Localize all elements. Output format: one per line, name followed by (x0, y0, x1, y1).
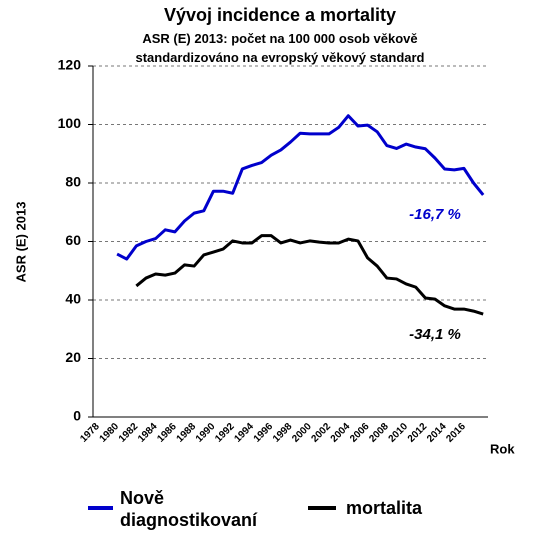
series-line (116, 114, 485, 261)
chart-title: Vývoj incidence a mortality (163, 5, 397, 25)
x-tick-label: 2002 (310, 421, 334, 445)
x-tick-label: 1978 (78, 421, 102, 445)
x-tick-label: 2012 (406, 421, 430, 445)
legend-label: Nově diagnostikovaní (120, 488, 258, 530)
y-tick-label: 0 (73, 408, 81, 424)
x-tick-label: 1998 (271, 421, 295, 445)
y-tick-label: 20 (65, 349, 81, 365)
series-line (135, 234, 484, 316)
x-tick-label: 1980 (98, 421, 122, 445)
x-tick-label: 1982 (117, 421, 141, 445)
x-tick-label: 1992 (213, 421, 237, 445)
x-tick-label: 1984 (136, 421, 160, 445)
x-tick-label: 2016 (444, 421, 468, 445)
y-axis-label: ASR (E) 2013 (13, 202, 28, 283)
x-tick-label: 2004 (329, 421, 353, 445)
x-tick-label: 2006 (348, 421, 372, 445)
y-tick-label: 80 (65, 174, 81, 190)
x-tick-label: 1996 (252, 421, 276, 445)
y-tick-label: 60 (65, 232, 81, 248)
x-tick-label: 1988 (175, 421, 199, 445)
x-axis-label: Rok (490, 441, 515, 456)
x-tick-label: 2008 (367, 421, 391, 445)
x-tick-label: 2014 (425, 421, 449, 445)
annotation: -34,1 % (409, 326, 461, 343)
x-tick-label: 2000 (290, 421, 314, 445)
legend-label: mortalita (346, 498, 423, 518)
chart-subtitle: ASR (E) 2013: počet na 100 000 osob věko… (135, 31, 425, 65)
x-tick-label: 1990 (194, 421, 218, 445)
annotation: -16,7 % (409, 206, 461, 223)
y-tick-label: 40 (65, 291, 81, 307)
y-tick-label: 120 (58, 57, 82, 73)
y-tick-label: 100 (58, 115, 82, 131)
x-tick-label: 2010 (387, 421, 411, 445)
x-tick-label: 1994 (232, 421, 256, 445)
x-tick-label: 1986 (155, 421, 179, 445)
